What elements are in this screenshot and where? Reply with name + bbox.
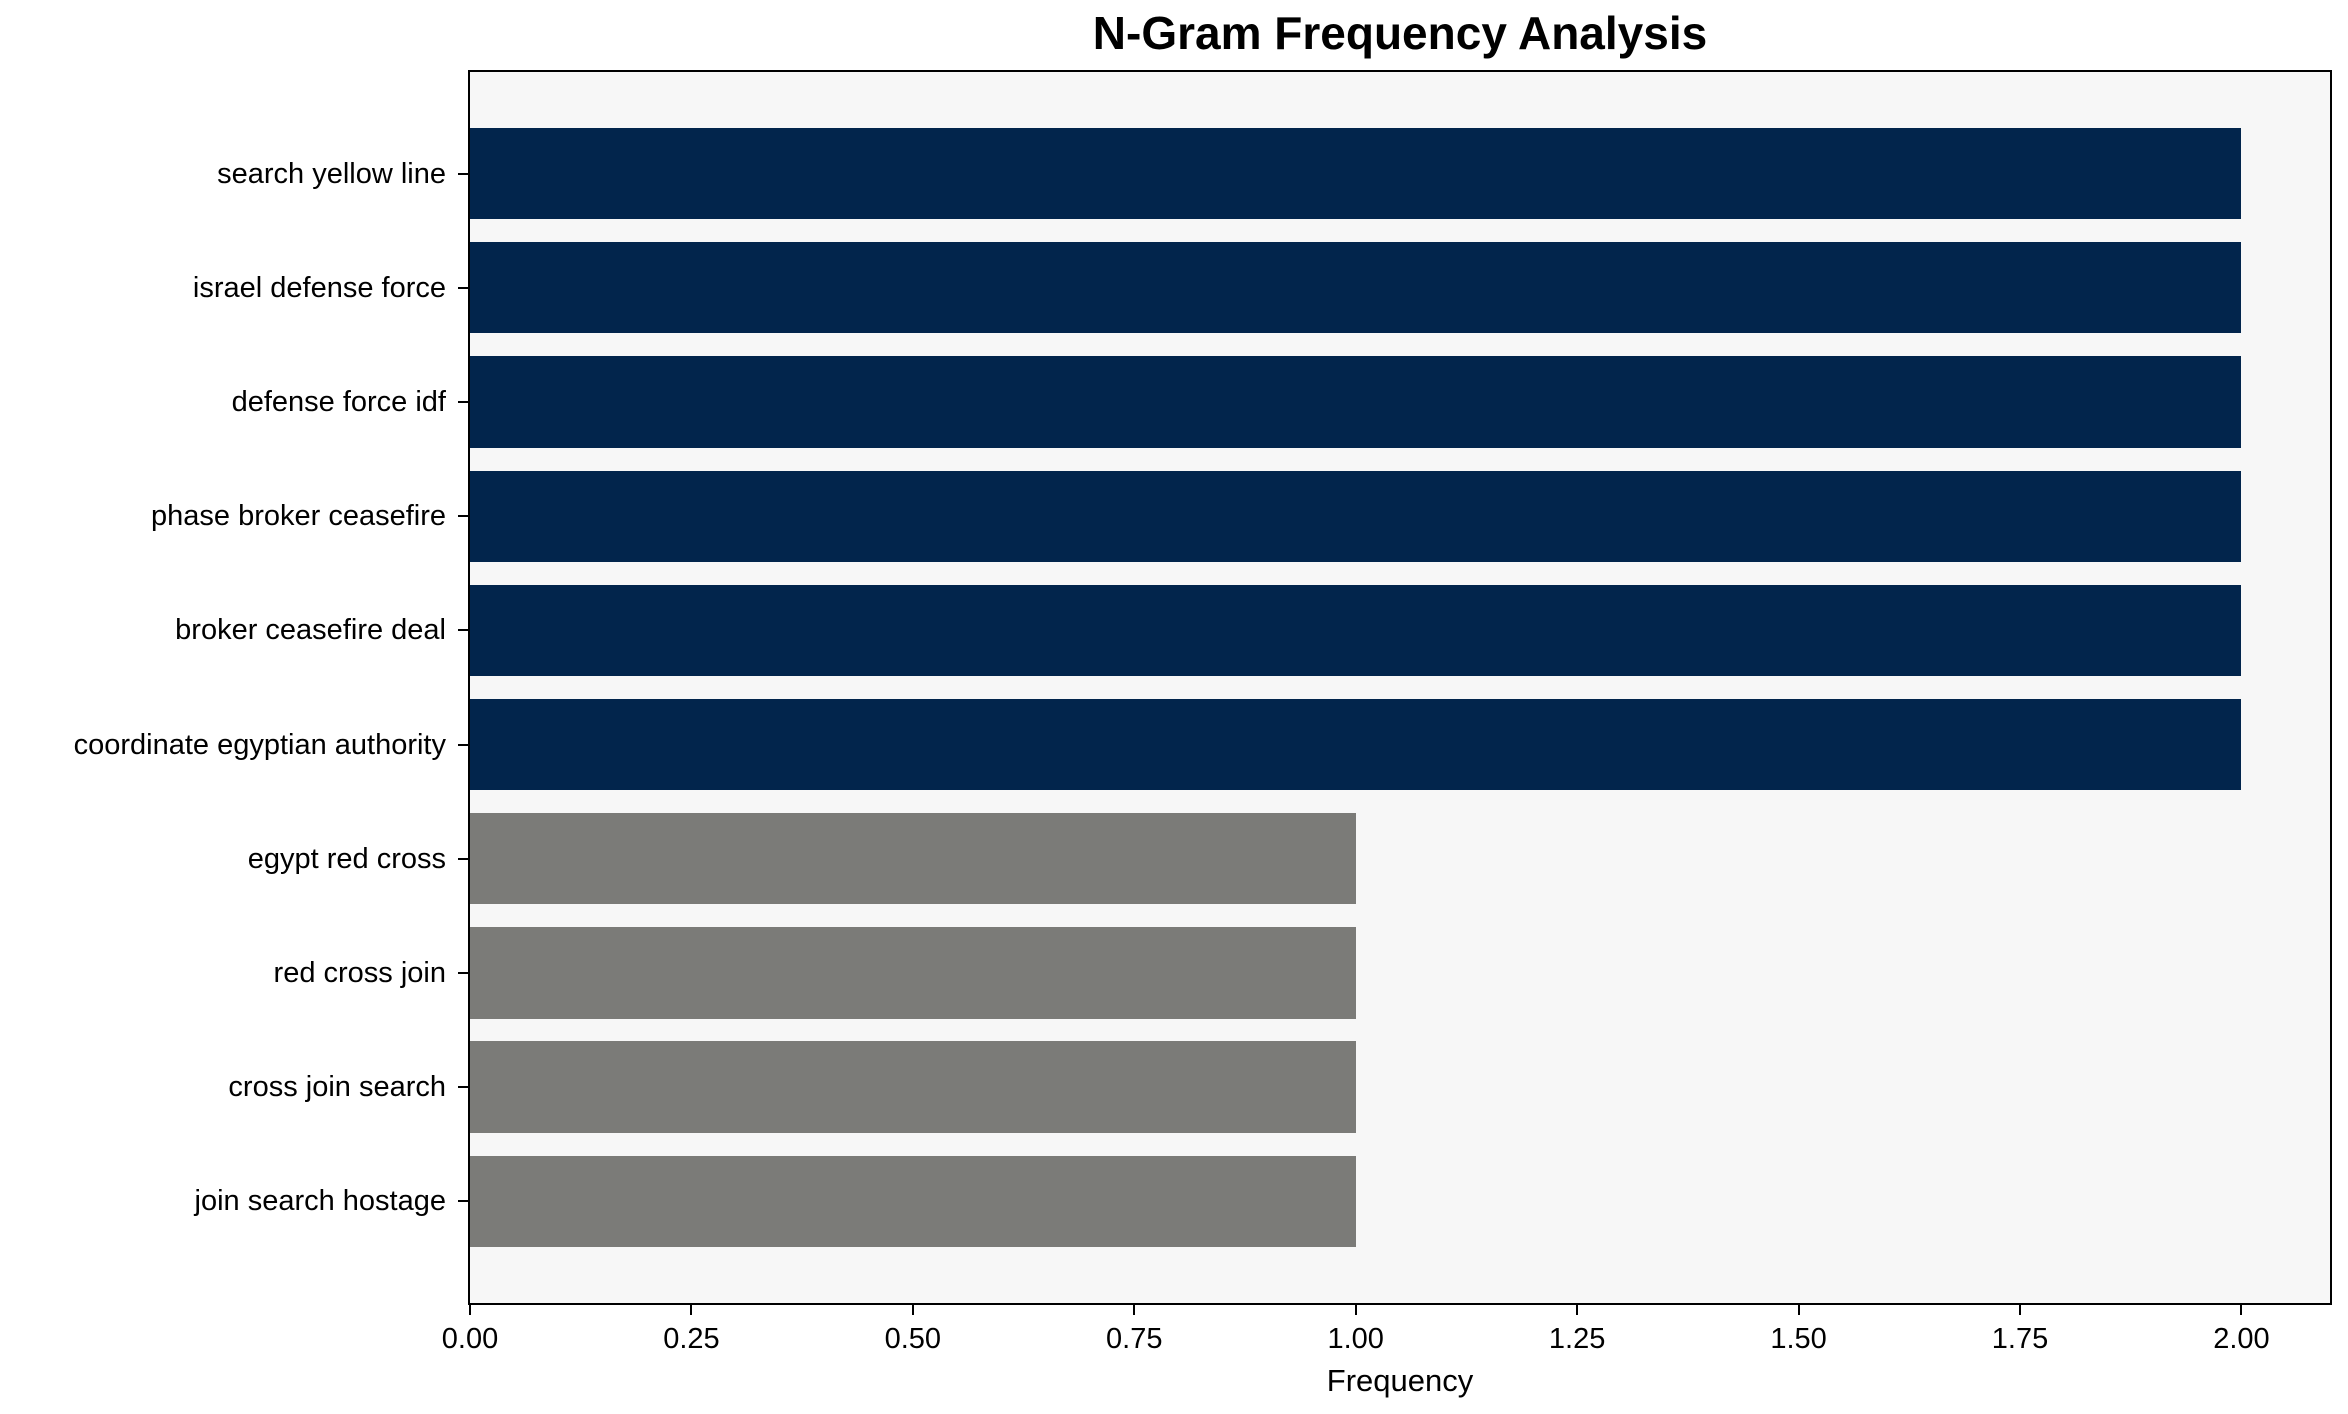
y-tick-label: red cross join xyxy=(273,956,446,989)
x-tick-label: 0.75 xyxy=(1106,1323,1163,1355)
y-tick-label: broker ceasefire deal xyxy=(175,614,446,647)
x-tick-mark xyxy=(1576,1305,1579,1315)
y-tick-label: israel defense force xyxy=(192,271,446,304)
bar xyxy=(470,1041,1356,1133)
bar xyxy=(470,813,1356,905)
bar xyxy=(470,242,2242,334)
y-tick-mark xyxy=(458,743,468,746)
bar xyxy=(470,1155,1356,1248)
y-tick-mark xyxy=(458,401,468,404)
x-tick-mark xyxy=(690,1305,693,1315)
y-tick-mark xyxy=(458,971,468,974)
x-tick-label: 2.00 xyxy=(2213,1323,2270,1355)
x-tick-label: 1.50 xyxy=(1770,1323,1827,1355)
bar xyxy=(470,698,2242,791)
plot-area xyxy=(470,72,2330,1303)
x-tick-label: 1.00 xyxy=(1327,1323,1384,1355)
y-tick-label: coordinate egyptian authority xyxy=(73,728,446,761)
bar xyxy=(470,127,2242,220)
x-tick-mark xyxy=(1133,1305,1136,1315)
y-tick-label: cross join search xyxy=(228,1071,446,1104)
bar xyxy=(470,927,1356,1019)
y-tick-mark xyxy=(458,515,468,518)
y-tick-label: egypt red cross xyxy=(247,842,446,875)
y-tick-label: phase broker ceasefire xyxy=(151,500,446,533)
bar xyxy=(470,584,2242,677)
x-tick-mark xyxy=(911,1305,914,1315)
y-tick-mark xyxy=(458,172,468,175)
y-tick-mark xyxy=(458,286,468,289)
x-tick-label: 1.25 xyxy=(1548,1323,1606,1355)
bar xyxy=(470,470,2242,562)
chart-title: N-Gram Frequency Analysis xyxy=(1092,7,1708,59)
x-tick-label: 0.00 xyxy=(441,1323,499,1355)
y-tick-label: defense force idf xyxy=(231,386,446,419)
x-tick-mark xyxy=(1354,1305,1357,1315)
y-tick-mark xyxy=(458,1200,468,1203)
y-tick-label: search yellow line xyxy=(217,157,446,190)
x-axis-title: Frequency xyxy=(1326,1363,1474,1398)
x-tick-mark xyxy=(1797,1305,1800,1315)
y-tick-mark xyxy=(458,857,468,860)
bar xyxy=(470,356,2242,448)
y-tick-mark xyxy=(458,1086,468,1089)
x-tick-mark xyxy=(2240,1305,2243,1315)
y-tick-label: join search hostage xyxy=(194,1185,447,1218)
x-tick-label: 1.75 xyxy=(1991,1323,2049,1355)
y-tick-mark xyxy=(458,629,468,632)
x-tick-mark xyxy=(469,1305,471,1315)
x-tick-label: 0.50 xyxy=(884,1323,942,1355)
x-tick-mark xyxy=(2019,1305,2021,1315)
x-tick-label: 0.25 xyxy=(663,1323,720,1355)
